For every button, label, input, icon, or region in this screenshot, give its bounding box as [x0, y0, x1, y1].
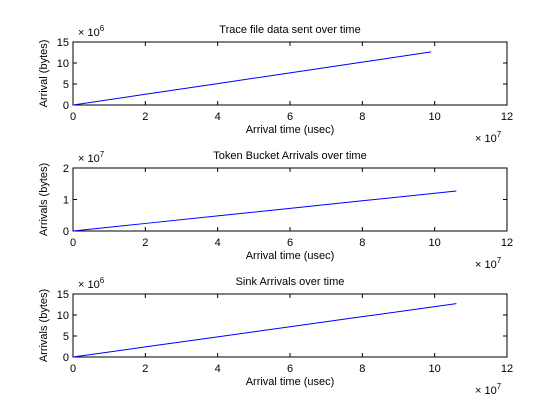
y-tick-label: 1	[63, 195, 69, 207]
x-tick-label: 6	[287, 363, 293, 375]
y-axis-label: Arrivals (bytes)	[38, 163, 50, 236]
x-multiplier: × 107	[475, 130, 502, 145]
x-axis-label: Arrival time (usec)	[246, 376, 335, 388]
y-tick-label: 0	[63, 226, 69, 238]
y-tick-label: 5	[63, 79, 69, 91]
x-tick-label: 10	[429, 237, 441, 249]
x-tick-label: 10	[429, 363, 441, 375]
subplot-title: Token Bucket Arrivals over time	[213, 150, 366, 162]
x-tick-label: 0	[70, 237, 76, 249]
y-tick-label: 0	[63, 352, 69, 364]
x-tick-label: 2	[142, 111, 148, 123]
x-multiplier: × 107	[475, 256, 502, 271]
x-tick-label: 10	[429, 111, 441, 123]
y-tick-label: 10	[57, 58, 69, 70]
x-tick-label: 2	[142, 237, 148, 249]
series-line-3	[72, 303, 457, 358]
x-tick-label: 0	[70, 111, 76, 123]
y-tick-label: 15	[57, 289, 69, 301]
series-line-1	[72, 51, 432, 106]
plot-area-2	[72, 167, 508, 232]
x-tick-label: 0	[70, 363, 76, 375]
x-tick-label: 2	[142, 363, 148, 375]
y-tick-label: 5	[63, 331, 69, 343]
x-tick-label: 8	[359, 237, 365, 249]
y-multiplier: × 106	[78, 276, 105, 291]
y-tick-label: 0	[63, 100, 69, 112]
x-tick-label: 6	[287, 111, 293, 123]
subplot-1: 0 2 4 6 8 10 12 0 5 10 15 Trace file data sent over…	[38, 24, 513, 145]
x-axis-label: Arrival time (usec)	[246, 124, 335, 136]
x-tick-label: 12	[501, 111, 513, 123]
x-tick-label: 8	[359, 363, 365, 375]
subplot-title: Sink Arrivals over time	[236, 276, 345, 288]
y-multiplier: × 107	[78, 150, 105, 165]
subplot-title: Trace file data sent over time	[219, 24, 360, 36]
x-tick-label: 6	[287, 237, 293, 249]
x-tick-label: 12	[501, 237, 513, 249]
x-tick-label: 4	[215, 237, 221, 249]
y-tick-label: 2	[63, 163, 69, 175]
x-multiplier: × 107	[475, 382, 502, 397]
y-axis-label: Arrivals (bytes)	[38, 289, 50, 362]
y-multiplier: × 106	[78, 24, 105, 39]
y-tick-label: 15	[57, 37, 69, 49]
subplot-3: 0 2 4 6 8 10 12 0 5 10 15 Sink Arrivals over time Ar…	[38, 276, 513, 397]
y-tick-label: 10	[57, 310, 69, 322]
x-tick-label: 4	[215, 363, 221, 375]
series-line-2	[72, 190, 457, 232]
x-tick-label: 4	[215, 111, 221, 123]
y-axis-label: Arrival (bytes)	[38, 40, 50, 108]
x-tick-label: 12	[501, 363, 513, 375]
x-axis-label: Arrival time (usec)	[246, 250, 335, 262]
x-tick-label: 8	[359, 111, 365, 123]
